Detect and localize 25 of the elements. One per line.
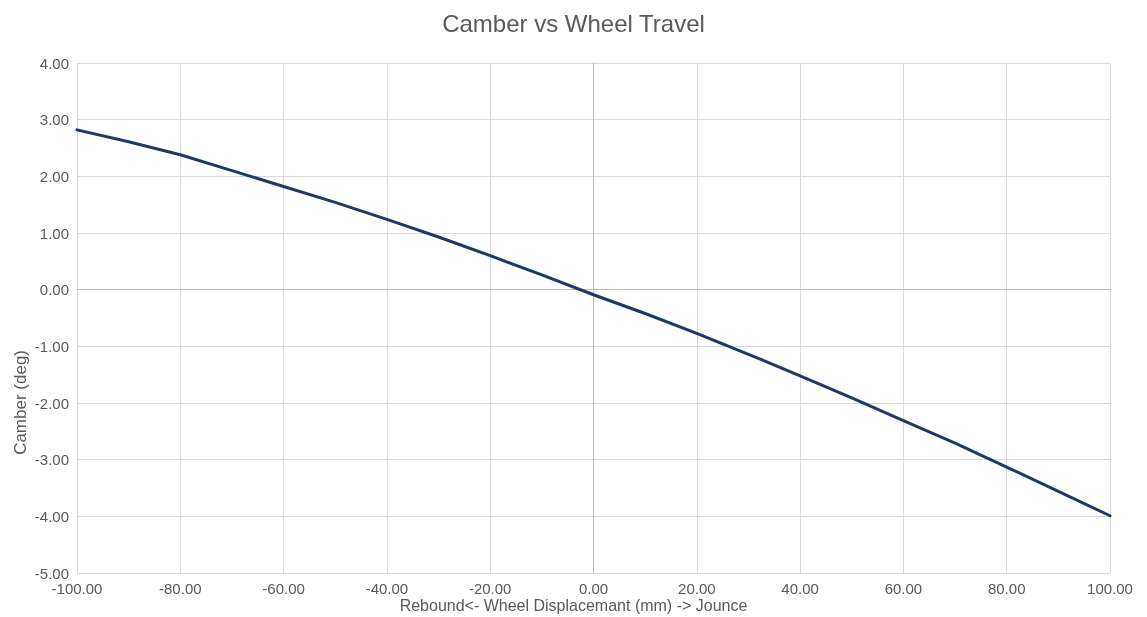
x-tick-label: 40.00 [781,580,819,597]
x-tick-label: 100.00 [1087,580,1133,597]
x-tick-label: -20.00 [468,580,512,597]
x-tick-label: -80.00 [159,580,202,597]
x-tick-label: -60.00 [262,580,305,597]
y-tick-label: -3.00 [34,451,69,469]
y-tick-label: -1.00 [34,337,69,355]
y-tick-label: -4.00 [34,507,69,525]
y-tick-label: 2.00 [39,167,69,185]
x-axis-title: Rebound<- Wheel Displacemant (mm) -> Jounce [399,596,748,614]
chart-title: Camber vs Wheel Travel [442,9,705,37]
y-tick-label: 4.00 [39,54,69,72]
x-tick-label: -100.00 [51,580,103,597]
x-tick-label: 0.00 [578,580,609,597]
line-series [75,128,1112,518]
y-axis-title: Camber (deg) [11,350,30,455]
y-tick-label: 0.00 [39,281,69,299]
y-tick-label: 3.00 [39,111,69,129]
x-tick-label: 20.00 [678,580,716,597]
x-tick-label: 60.00 [884,580,923,597]
y-tick-label: 1.00 [39,224,69,242]
x-tick-label: 80.00 [987,580,1026,597]
y-tick-label: -5.00 [34,564,69,582]
y-tick-label: -2.00 [34,394,69,412]
x-tick-label: -40.00 [365,580,409,597]
